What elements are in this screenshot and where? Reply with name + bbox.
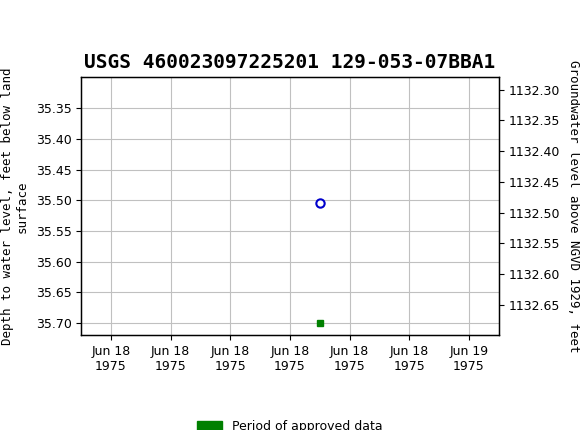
Text: USGS 460023097225201 129-053-07BBA1: USGS 460023097225201 129-053-07BBA1 xyxy=(84,53,496,72)
Y-axis label: Depth to water level, feet below land
surface: Depth to water level, feet below land su… xyxy=(1,68,28,345)
Text: ≡USGS: ≡USGS xyxy=(12,10,88,29)
Legend: Period of approved data: Period of approved data xyxy=(192,415,388,430)
Y-axis label: Groundwater level above NGVD 1929, feet: Groundwater level above NGVD 1929, feet xyxy=(567,60,580,353)
Text: ≡: ≡ xyxy=(6,9,24,29)
